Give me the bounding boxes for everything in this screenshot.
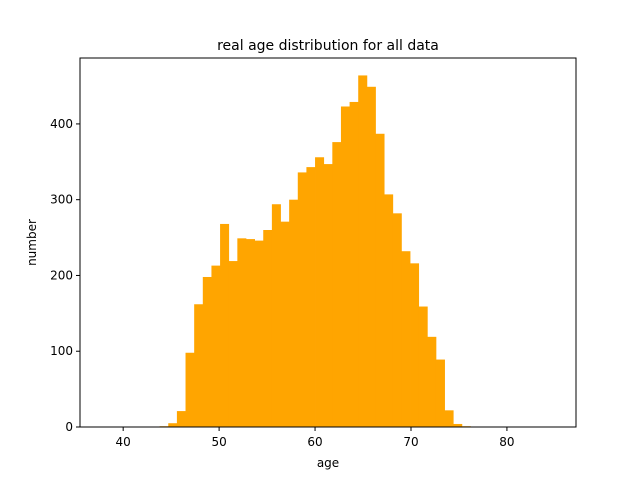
histogram-bar-22 [349, 101, 359, 427]
histogram-bar-3 [185, 352, 195, 427]
histogram-bar-14 [280, 221, 290, 427]
histogram-bar-11 [254, 240, 264, 427]
histogram-bar-10 [245, 239, 255, 427]
histogram-bar-20 [332, 142, 342, 427]
y-axis-label: number [25, 219, 39, 266]
histogram-bar-25 [375, 133, 385, 427]
histogram-bar-2 [176, 411, 186, 427]
histogram-bar-33 [444, 410, 454, 427]
histogram-bar-28 [401, 251, 411, 427]
x-tick-label-2: 60 [307, 435, 322, 449]
histogram-bar-12 [263, 230, 273, 427]
plot-frame [79, 57, 577, 428]
histogram-bar-30 [418, 306, 428, 427]
histogram-bar-17 [306, 167, 316, 428]
histogram-bar-19 [323, 164, 333, 427]
histogram-bar-15 [289, 199, 299, 427]
x-axis-label: age [317, 456, 339, 470]
histogram-bar-26 [384, 194, 394, 427]
histogram-bar-24 [366, 86, 376, 427]
histogram-bar-6 [211, 265, 221, 427]
histogram-bar-13 [271, 204, 281, 427]
chart-title: real age distribution for all data [217, 38, 439, 54]
x-tick-label-0: 40 [116, 435, 131, 449]
y-axis-ticks: 0 100 200 300 400 [50, 117, 80, 434]
histogram-bar-31 [427, 336, 437, 427]
x-tick-label-3: 70 [403, 435, 418, 449]
histogram-bar-23 [358, 75, 368, 428]
y-tick-label-3: 300 [50, 193, 73, 207]
y-tick-label-4: 400 [50, 117, 73, 131]
histogram-bar-7 [220, 223, 230, 427]
histogram-bar-9 [237, 238, 247, 427]
histogram-bar-34 [453, 423, 463, 427]
histogram-bar-18 [315, 157, 325, 427]
histogram-bar-5 [202, 276, 212, 427]
histogram-bar-1 [168, 423, 178, 427]
y-tick-label-2: 200 [50, 268, 73, 282]
histogram-bar-27 [392, 213, 402, 427]
x-tick-label-1: 50 [211, 435, 226, 449]
y-tick-label-0: 0 [65, 420, 73, 434]
x-tick-label-4: 80 [499, 435, 514, 449]
histogram-bar-8 [228, 261, 238, 427]
histogram-bar-4 [194, 304, 204, 427]
histogram-bar-29 [410, 263, 420, 427]
histogram-bar-32 [435, 359, 445, 427]
x-axis-ticks: 40 50 60 70 80 [116, 427, 515, 449]
histogram-bars [159, 75, 471, 428]
y-tick-label-1: 100 [50, 344, 73, 358]
histogram-bar-16 [297, 172, 307, 427]
histogram-bar-21 [340, 106, 350, 428]
